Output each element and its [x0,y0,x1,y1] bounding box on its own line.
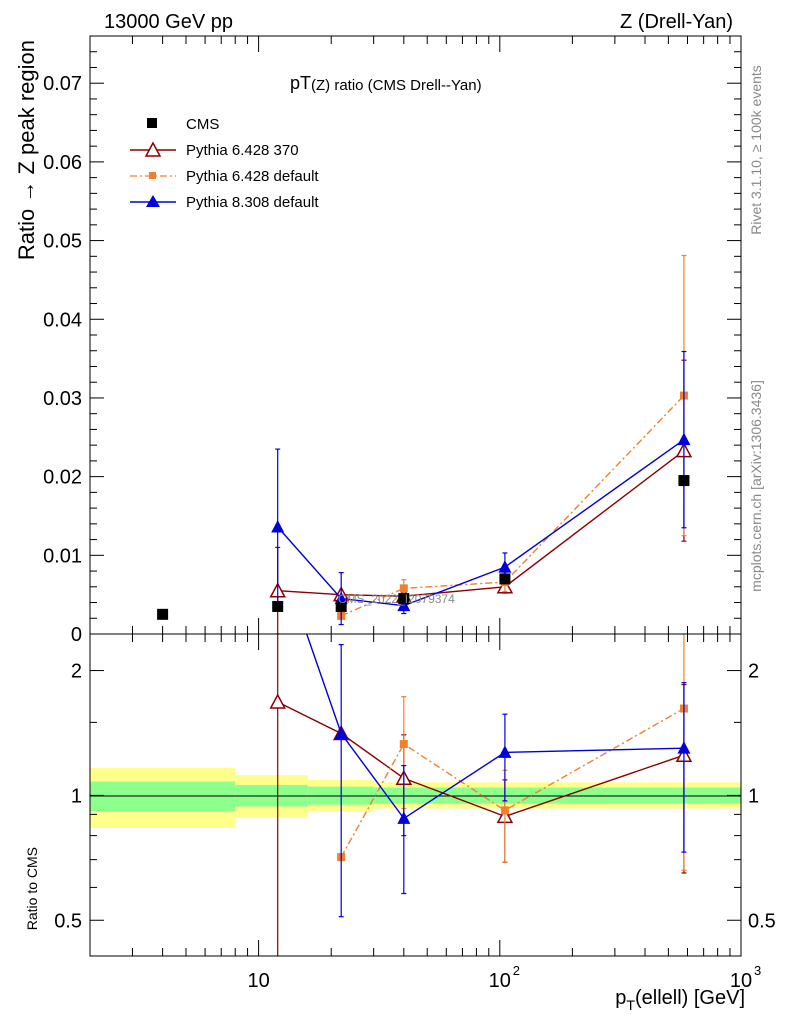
main-py8-default-point [271,519,285,533]
main-py6-370-line [277,450,685,597]
ratio-tick-label-right: 2 [748,661,759,683]
watermark: CMS_2022_I2079374 [338,592,455,606]
legend-label-cms: CMS [186,116,219,133]
main-py6-default-point [399,584,408,593]
main-py8-default-point [397,598,411,612]
ratio-py8-default-point [397,811,411,824]
main-py6-default-line [340,395,685,617]
plot-title: pT(Z) ratio (CMS Drell--Yan) [290,73,482,94]
x-tick-label: 10 [489,970,511,992]
legend: CMS Pythia 6.428 370 Pythia 6.428 defaul… [130,116,319,211]
main-cms-point [157,608,169,620]
ratio-ylabel: Ratio to CMS [24,847,40,930]
x-axis-title-sub: T [626,997,635,1013]
ratio-py6-default-point [399,740,408,749]
legend-marker-cms [147,118,157,128]
y-tick-label: 0.06 [43,152,82,174]
ratio-tick-label-left: 0.5 [54,910,82,932]
x-tick-label: 10 [247,970,269,992]
header-right: Z (Drell-Yan) [620,11,733,33]
main-ylabel: Ratio → Z peak region [14,40,39,260]
y-tick-label: 0 [71,624,82,646]
x-axis-title-main: p [615,987,626,1009]
ratio-py8-default-point [677,741,691,754]
ratio-py6-default-point [500,806,509,815]
ratio-py6-default-line [340,707,685,858]
main-cms-point [398,593,410,605]
x-tick-label: 10 [730,970,752,992]
uncertainty-bands [90,767,741,828]
axis-ticks [89,35,742,956]
ratio-py8-default-line [305,634,684,820]
legend-label-py8-default: Pythia 8.308 default [186,194,319,211]
x-tick-exponent: 3 [754,963,761,978]
y-tick-label: 0.07 [43,73,82,95]
main-cms-point [678,475,690,487]
x-axis-title: pT(ellell) [GeV] [615,987,745,1013]
ratio-py8-default-point [334,726,348,740]
mcplots-label: mcplots.cern.ch [arXiv:1306.3436] [748,380,764,592]
ratio-tick-label-right: 1 [748,785,759,807]
ratio-py6-370-point [269,693,286,709]
main-plot-series [157,254,693,634]
y-tick-label: 0.05 [43,231,82,253]
legend-label-py6-default: Pythia 6.428 default [186,168,319,185]
y-tick-label: 0.04 [43,309,82,331]
main-py8-default-point [677,432,691,446]
tick-labels: 00.010.020.030.040.050.060.070.5 0.51 12 21… [43,73,776,992]
main-py8-default-point [498,560,512,573]
legend-marker-py6-370 [144,141,162,157]
y-tick-label: 0.03 [43,388,82,410]
legend-marker-py8-default [146,195,160,207]
ratio-tick-label-right: 0.5 [748,910,776,932]
x-tick-exponent: 2 [513,963,520,978]
header-left: 13000 GeV pp [104,11,233,33]
x-axis-title-rest: (ellell) [GeV] [635,987,745,1009]
ratio-tick-label-left: 2 [71,661,82,683]
main-cms-point [335,600,347,612]
ratio-plot-series [269,634,693,956]
main-cms-point [272,600,284,612]
main-cms-point [499,573,511,585]
plot-title-main: pT [290,73,311,93]
ratio-py8-default-point [498,745,512,758]
y-tick-label: 0.02 [43,467,82,489]
ratio-tick-label-left: 1 [71,785,82,807]
legend-label-py6-370: Pythia 6.428 370 [186,142,299,159]
main-py8-default-line [277,439,685,607]
y-tick-label: 0.01 [43,545,82,567]
legend-marker-py6-default [149,172,156,179]
plot-title-sub: (Z) ratio (CMS Drell--Yan) [311,77,482,94]
rivet-label: Rivet 3.1.10, ≥ 100k events [748,65,764,235]
